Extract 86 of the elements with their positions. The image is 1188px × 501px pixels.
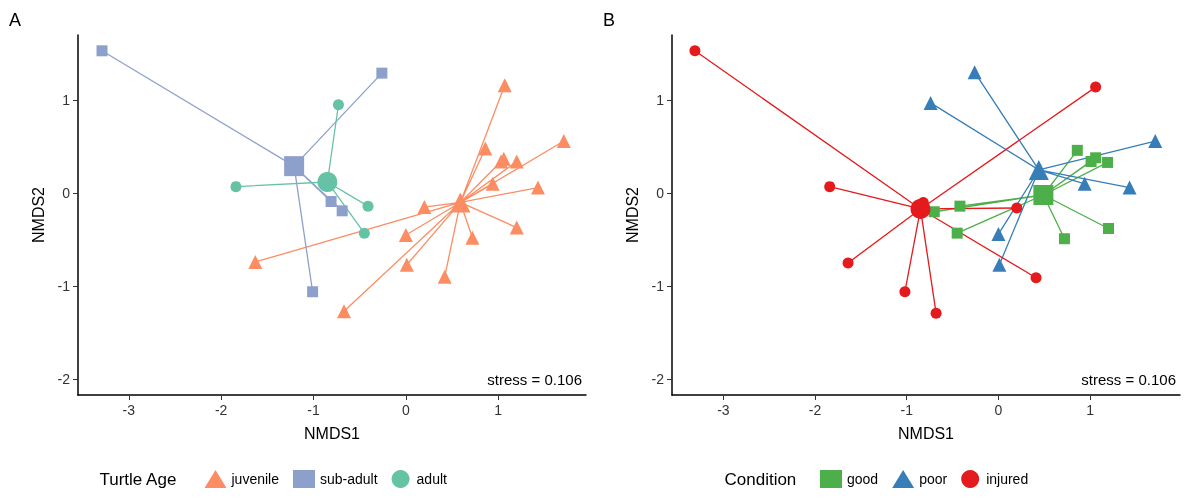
point [284, 156, 305, 177]
x-tick-label: 0 [994, 402, 1003, 418]
point [497, 78, 512, 93]
x-tick-label: -2 [214, 402, 228, 418]
y-tick-label: 0 [62, 185, 71, 202]
legend-label: sub-adult [319, 471, 378, 487]
y-tick-label: 1 [656, 92, 665, 109]
point [1033, 185, 1054, 205]
annotation: stress = 0.106 [487, 371, 582, 388]
point [689, 45, 701, 57]
point [899, 286, 911, 298]
point [362, 200, 374, 212]
point [358, 227, 370, 239]
point [478, 141, 493, 156]
point [332, 99, 344, 111]
annotation: stress = 0.106 [1081, 371, 1176, 388]
point [923, 95, 938, 110]
x-tick-label: -1 [900, 402, 914, 418]
legend-title: Turtle Age [99, 470, 177, 489]
x-tick-label: 1 [1086, 402, 1095, 418]
x-tick-label: 1 [494, 402, 503, 418]
point [530, 180, 545, 195]
point [376, 67, 388, 79]
point [398, 228, 413, 242]
point [1028, 159, 1049, 180]
point [951, 227, 963, 239]
y-tick-label: -1 [57, 278, 71, 295]
point [96, 45, 108, 57]
point [307, 286, 319, 298]
x-tick-label: -1 [307, 402, 320, 418]
y-tick-label: 0 [656, 185, 665, 202]
point [1102, 156, 1114, 168]
point [910, 198, 931, 219]
x-tick-label: -2 [808, 402, 822, 418]
point [967, 65, 982, 80]
point [450, 192, 471, 213]
x-axis-title: NMDS1 [303, 424, 361, 442]
chart-title: B [603, 10, 616, 30]
legend-label: good [847, 471, 879, 487]
x-tick-label: -3 [122, 402, 136, 418]
point [399, 257, 414, 272]
point [325, 196, 337, 208]
point [1077, 176, 1092, 191]
legend-label: juvenile [230, 471, 280, 487]
point [336, 205, 348, 217]
chart-title: A [9, 10, 22, 30]
point [485, 176, 500, 191]
point [928, 206, 940, 218]
y-tick-label: 1 [62, 92, 71, 109]
point [1085, 156, 1097, 168]
x-tick-label: -3 [717, 402, 730, 418]
point [317, 171, 338, 192]
point [824, 181, 836, 193]
point [1030, 272, 1042, 284]
point [930, 307, 942, 319]
y-tick-label: -2 [57, 371, 71, 388]
point [1058, 233, 1070, 245]
point [842, 257, 854, 269]
point [1011, 202, 1023, 214]
point [954, 200, 966, 212]
point [509, 154, 524, 169]
x-axis-title: NMDS1 [897, 424, 955, 442]
y-tick-label: -2 [651, 371, 665, 388]
y-tick-label: -1 [651, 278, 665, 295]
point [1148, 134, 1163, 149]
y-axis-title: NMDS2 [624, 186, 642, 244]
point [337, 304, 352, 319]
legend-label: poor [919, 471, 948, 487]
point [1122, 180, 1137, 195]
point [437, 269, 452, 284]
point [1071, 144, 1083, 156]
point [556, 134, 571, 149]
legend-title: Condition [724, 470, 797, 489]
x-tick-label: 0 [401, 402, 410, 418]
point [509, 220, 524, 235]
point [248, 254, 263, 269]
point [230, 181, 242, 193]
legend-label: adult [416, 471, 448, 487]
y-axis-title: NMDS2 [30, 186, 48, 244]
legend-label: injured [986, 471, 1029, 487]
point [417, 200, 432, 215]
point [465, 230, 480, 245]
point [991, 227, 1006, 242]
point [1090, 81, 1102, 93]
point [992, 257, 1007, 272]
point [1102, 222, 1114, 234]
